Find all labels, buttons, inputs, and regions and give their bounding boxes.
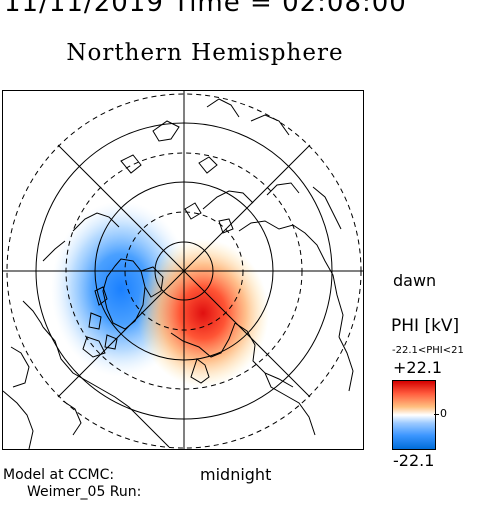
model-credit: Model at CCMC: (3, 467, 115, 483)
colorbar-zero-tick (434, 414, 439, 415)
legend-title: PHI [kV] (391, 316, 460, 336)
hemisphere-title: Northern Hemisphere (66, 40, 344, 66)
colorbar (392, 380, 436, 450)
legend-zero-value: 0 (440, 407, 447, 420)
coastlines (3, 98, 354, 449)
legend-range: -22.1<PHI<21 (392, 345, 464, 356)
dawn-label: dawn (393, 271, 437, 290)
date-time-title: 11/11/2019 Time = 02:08:00 (4, 0, 407, 18)
polar-map (2, 90, 364, 450)
midnight-label: midnight (200, 465, 272, 484)
legend-max-value: +22.1 (393, 358, 443, 377)
run-label: Weimer_05 Run: (27, 484, 142, 500)
legend-min-value: -22.1 (393, 451, 435, 470)
positive-potential-cell (137, 239, 269, 387)
polar-map-svg (3, 91, 363, 449)
